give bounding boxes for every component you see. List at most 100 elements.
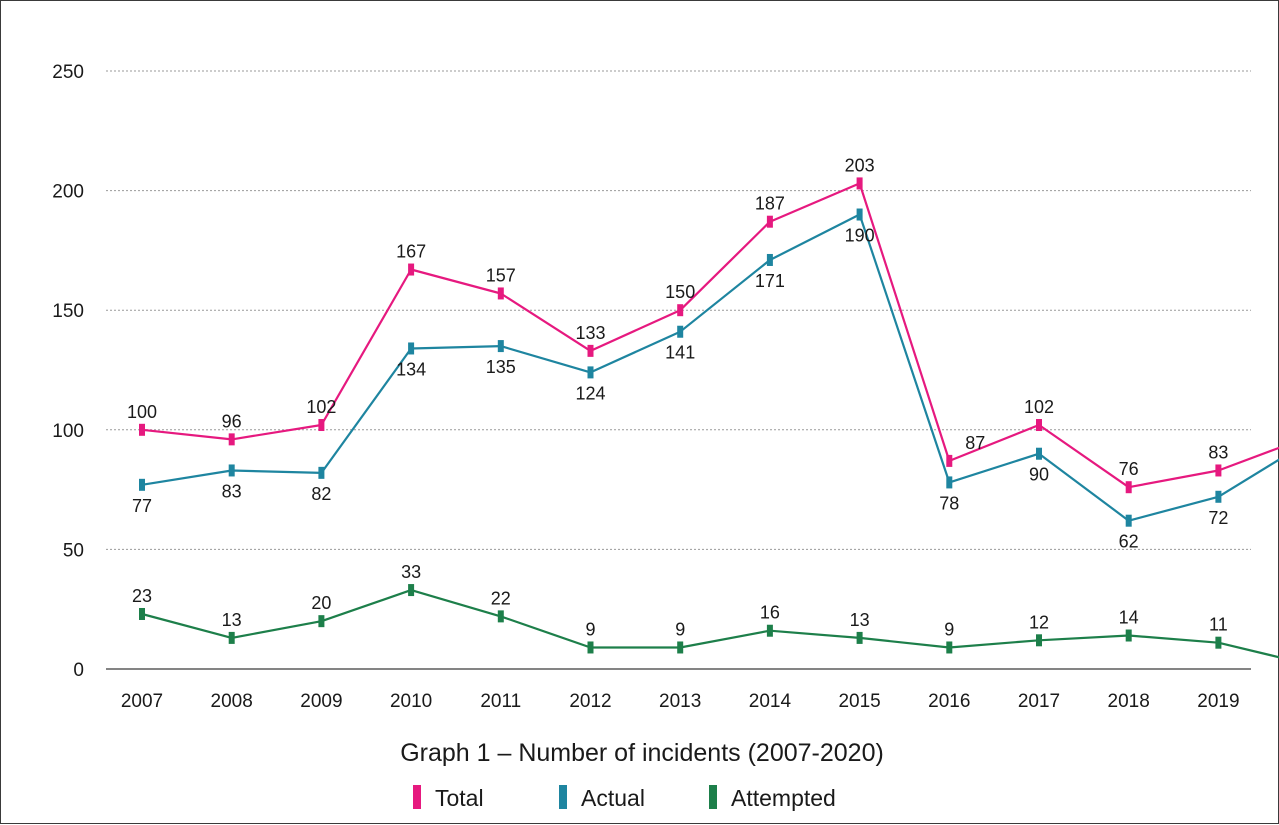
data-label-attempted: 22: [491, 588, 511, 608]
data-point-actual: [1215, 490, 1222, 503]
data-point-attempted: [408, 584, 415, 597]
legend-swatch-total: [413, 785, 421, 809]
data-label-actual: 62: [1119, 532, 1139, 552]
data-label-attempted: 11: [1209, 615, 1228, 635]
data-label-total: 133: [575, 323, 605, 343]
x-tick-label: 2014: [749, 691, 792, 712]
data-label-attempted: 13: [222, 610, 242, 630]
y-tick-label: 50: [63, 540, 84, 561]
data-point-total: [497, 287, 504, 300]
data-label-total: 76: [1119, 459, 1139, 479]
data-point-attempted: [677, 641, 684, 654]
data-label-total: 167: [396, 242, 426, 262]
data-label-actual: 141: [665, 343, 695, 363]
data-point-attempted: [587, 641, 594, 654]
y-tick-label: 200: [52, 182, 84, 203]
data-point-attempted: [766, 624, 773, 637]
data-label-total: 83: [1208, 442, 1228, 462]
data-point-attempted: [228, 631, 235, 644]
data-point-total: [139, 423, 145, 436]
data-label-actual: 134: [396, 359, 426, 379]
data-label-actual: 135: [486, 357, 516, 377]
x-tick-label: 2008: [211, 691, 253, 712]
data-point-actual: [497, 340, 504, 353]
x-tick-label: 2012: [569, 691, 611, 712]
x-axis: 2007 2008 2009 2010 2011 2012 2013 2014 2015 2016…: [121, 691, 1240, 712]
series-line-actual: [141, 213, 1279, 522]
data-label-attempted: 20: [311, 593, 331, 613]
data-point-actual: [139, 478, 145, 491]
data-label-attempted: 13: [850, 610, 870, 630]
data-point-total: [1036, 419, 1042, 432]
data-label-attempted: 9: [585, 619, 595, 639]
data-label-actual: 190: [845, 226, 875, 246]
x-tick-label: 2015: [838, 691, 880, 712]
x-tick-label: 2019: [1197, 691, 1239, 712]
data-label-actual: 171: [755, 271, 785, 291]
x-tick-label: 2018: [1108, 691, 1150, 712]
data-label-total: 96: [222, 411, 242, 431]
data-label-attempted: 12: [1029, 612, 1049, 632]
x-tick-label: 2009: [300, 691, 342, 712]
legend-label-attempted: Attempted: [731, 785, 836, 811]
data-point-total: [946, 454, 953, 467]
data-point-attempted: [946, 641, 953, 654]
data-label-actual: 72: [1208, 508, 1228, 528]
series-lines: [139, 177, 1279, 659]
data-point-total: [856, 177, 863, 190]
data-point-attempted: [1215, 636, 1222, 649]
data-point-total: [766, 215, 773, 228]
x-tick-label: 2013: [659, 691, 701, 712]
data-point-actual: [677, 325, 684, 338]
chart-title: Graph 1 – Number of incidents (2007-2020…: [400, 739, 884, 767]
series-line-total: [141, 182, 1279, 489]
data-point-total: [677, 304, 684, 317]
data-point-attempted: [497, 610, 504, 623]
data-point-actual: [946, 476, 953, 489]
data-point-attempted: [1125, 629, 1132, 642]
data-point-total: [318, 419, 325, 432]
data-label-actual: 90: [1029, 465, 1049, 485]
x-tick-label: 2017: [1018, 691, 1060, 712]
data-point-actual: [766, 253, 773, 266]
data-point-attempted: [856, 631, 863, 644]
data-label-attempted: 23: [132, 586, 152, 606]
y-tick-label: 0: [73, 660, 84, 681]
data-point-actual: [228, 464, 235, 477]
data-point-total: [228, 433, 235, 446]
legend-label-actual: Actual: [581, 785, 645, 811]
data-label-actual: 78: [939, 493, 959, 513]
data-label-actual: 82: [311, 484, 331, 504]
x-tick-label: 2010: [390, 691, 432, 712]
data-point-actual: [856, 208, 863, 221]
data-label-attempted: 33: [401, 562, 421, 582]
data-point-actual: [408, 342, 415, 355]
data-point-actual: [318, 466, 325, 479]
data-point-actual: [1036, 447, 1042, 460]
data-label-total: 157: [486, 265, 516, 285]
legend: Total Actual Attempted: [413, 785, 836, 811]
y-tick-label: 150: [52, 301, 84, 322]
y-axis: 0 50 100 150 200 250: [52, 62, 84, 681]
y-tick-label: 100: [52, 421, 84, 442]
legend-swatch-actual: [559, 785, 567, 809]
data-label-actual: 77: [132, 496, 152, 516]
gridlines: [106, 70, 1251, 670]
data-label-total: 100: [127, 402, 157, 422]
data-point-attempted: [139, 607, 145, 620]
data-point-total: [408, 263, 415, 276]
data-label-total: 150: [665, 282, 695, 302]
data-label-attempted: 14: [1119, 608, 1139, 628]
data-label-actual: 124: [575, 383, 605, 403]
data-point-attempted: [1036, 634, 1042, 647]
data-point-total: [587, 344, 594, 357]
data-point-actual: [587, 366, 594, 379]
y-tick-label: 250: [52, 62, 84, 83]
data-label-attempted: 9: [944, 619, 954, 639]
data-label-attempted: 9: [675, 619, 685, 639]
data-label-actual: 83: [222, 481, 242, 501]
data-label-total: 203: [845, 155, 875, 175]
data-labels: 100 96 102 167 157 133 150 187 203 87 102 76 83 9 77 78…: [127, 155, 1228, 639]
data-label-total: 102: [1024, 397, 1054, 417]
